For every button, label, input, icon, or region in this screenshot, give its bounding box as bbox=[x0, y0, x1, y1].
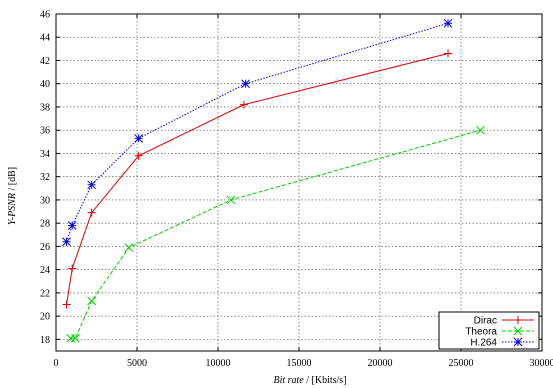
y-tick-label: 34 bbox=[40, 149, 50, 160]
y-tick-label: 40 bbox=[40, 79, 50, 90]
y-tick-label: 22 bbox=[40, 288, 50, 299]
x-tick-label: 10000 bbox=[206, 358, 231, 369]
data-point-dirac bbox=[62, 300, 71, 309]
y-tick-label: 38 bbox=[40, 102, 50, 113]
data-point-h-264 bbox=[241, 79, 250, 89]
y-tick-label: 36 bbox=[40, 126, 50, 137]
legend-label-theora: Theora bbox=[465, 327, 497, 338]
series-line-theora bbox=[70, 129, 481, 339]
y-tick-label: 28 bbox=[40, 219, 50, 230]
axis-ticks: 0 5000 10000 15000 20000 25000 30000 18 20 22 24 26… bbox=[40, 10, 553, 370]
legend-marker-dirac bbox=[514, 316, 522, 324]
legend-label-h-264: H.264 bbox=[470, 338, 497, 349]
data-point-dirac bbox=[239, 100, 248, 109]
data-point-h-264 bbox=[443, 18, 453, 28]
x-tick-label: 25000 bbox=[449, 358, 474, 369]
data-point-dirac bbox=[87, 208, 96, 217]
grid-lines bbox=[56, 14, 542, 351]
x-tick-label: 15000 bbox=[287, 358, 312, 369]
x-axis-title-unit: / [Kbits/s] bbox=[304, 375, 347, 386]
x-axis-title: Bit rate / [Kbits/s] bbox=[273, 375, 346, 386]
series-layer bbox=[62, 18, 485, 343]
y-tick-label: 32 bbox=[40, 172, 50, 183]
y-axis-title-unit: / [dB] bbox=[7, 167, 18, 193]
y-axis-title-quantity: Y-PSNR bbox=[7, 193, 18, 225]
data-point-dirac bbox=[134, 151, 143, 160]
data-point-h-264 bbox=[87, 180, 96, 190]
legend-label-dirac: Dirac bbox=[474, 316, 497, 327]
y-tick-label: 42 bbox=[40, 56, 50, 67]
series-theora bbox=[66, 125, 485, 343]
y-tick-label: 26 bbox=[40, 242, 50, 253]
legend-marker-h-264 bbox=[513, 337, 523, 347]
legend-marker-theora bbox=[513, 326, 523, 336]
data-point-h-264 bbox=[62, 237, 71, 247]
x-tick-label: 0 bbox=[54, 358, 59, 369]
data-point-dirac bbox=[68, 264, 77, 273]
y-tick-label: 46 bbox=[40, 10, 50, 21]
x-tick-label: 30000 bbox=[530, 358, 553, 369]
data-point-dirac bbox=[444, 49, 453, 58]
data-point-theora bbox=[124, 243, 134, 252]
y-axis-title: Y-PSNR / [dB] bbox=[7, 167, 18, 225]
data-point-theora bbox=[226, 195, 236, 205]
x-tick-label: 5000 bbox=[127, 358, 147, 369]
y-tick-label: 44 bbox=[40, 33, 50, 44]
series-line-dirac bbox=[66, 53, 449, 305]
y-tick-label: 30 bbox=[40, 195, 50, 206]
data-point-theora bbox=[71, 333, 80, 343]
data-point-theora bbox=[476, 125, 485, 135]
series-h-264 bbox=[62, 18, 453, 247]
y-tick-label: 18 bbox=[40, 335, 50, 346]
y-tick-label: 20 bbox=[40, 312, 50, 323]
x-tick-label: 20000 bbox=[368, 358, 393, 369]
data-point-theora bbox=[87, 296, 96, 306]
series-dirac bbox=[62, 49, 453, 309]
series-line-h-264 bbox=[66, 22, 449, 242]
data-point-h-264 bbox=[67, 221, 77, 230]
y-tick-label: 24 bbox=[40, 265, 50, 276]
x-axis-title-quantity: Bit rate bbox=[273, 375, 304, 386]
data-point-h-264 bbox=[134, 133, 143, 143]
